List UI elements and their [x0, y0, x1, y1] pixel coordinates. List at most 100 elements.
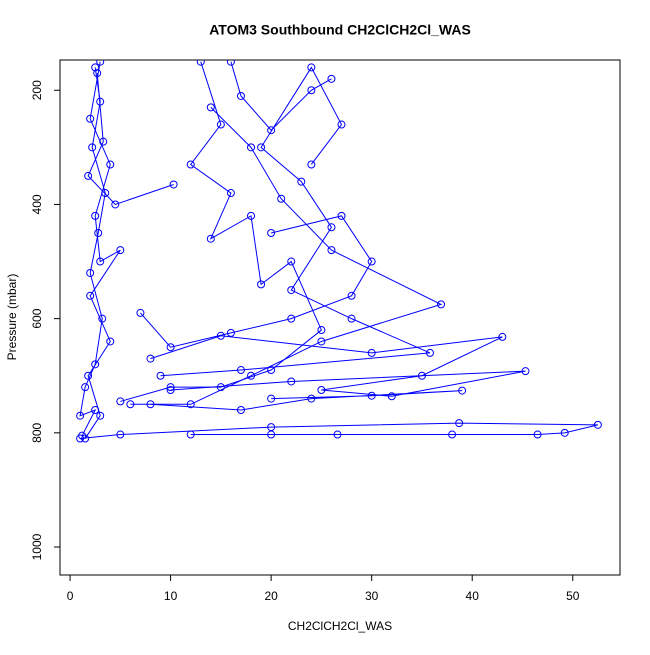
- series-line: [150, 390, 463, 411]
- point: [458, 386, 467, 395]
- point: [327, 223, 336, 232]
- point: [347, 314, 356, 323]
- point: [337, 120, 346, 129]
- point: [116, 246, 125, 255]
- point: [267, 423, 276, 432]
- point: [86, 114, 95, 123]
- point: [521, 367, 530, 376]
- point: [88, 143, 97, 152]
- point: [287, 377, 296, 386]
- point: [106, 337, 115, 346]
- point: [267, 126, 276, 135]
- y-tick-label: 800: [30, 423, 44, 443]
- point: [307, 394, 316, 403]
- point: [111, 200, 120, 209]
- point: [96, 257, 105, 266]
- point: [96, 411, 105, 420]
- point: [81, 383, 90, 392]
- point: [216, 120, 225, 129]
- point: [101, 189, 110, 198]
- point: [498, 332, 507, 341]
- point: [560, 428, 569, 437]
- series-line: [140, 215, 373, 348]
- point: [86, 268, 95, 277]
- point: [166, 383, 175, 392]
- point: [96, 97, 105, 106]
- point: [156, 371, 165, 380]
- point: [76, 411, 85, 420]
- point: [99, 137, 108, 146]
- point: [267, 366, 276, 375]
- point: [206, 103, 215, 112]
- point: [247, 371, 256, 380]
- point: [236, 405, 245, 414]
- y-axis-label: Pressure (mbar): [5, 274, 19, 361]
- point: [169, 180, 178, 189]
- point: [317, 326, 326, 335]
- series-line: [130, 107, 443, 405]
- point: [448, 430, 457, 439]
- series-line: [87, 73, 174, 206]
- point: [593, 420, 602, 429]
- point: [93, 69, 102, 78]
- series-line: [79, 67, 106, 436]
- point: [166, 343, 175, 352]
- y-tick-label: 600: [30, 308, 44, 328]
- x-tick-label: 50: [566, 589, 580, 603]
- point: [84, 171, 93, 180]
- point: [327, 74, 336, 83]
- point: [337, 211, 346, 220]
- point: [307, 160, 316, 169]
- point: [84, 371, 93, 380]
- point: [287, 257, 296, 266]
- point: [297, 177, 306, 186]
- series-line: [160, 66, 431, 377]
- x-tick-label: 10: [164, 589, 178, 603]
- y-tick-label: 400: [30, 194, 44, 214]
- point: [287, 286, 296, 295]
- point: [146, 354, 155, 363]
- point: [91, 405, 100, 414]
- series-line: [150, 335, 526, 397]
- point: [226, 328, 235, 337]
- point: [86, 291, 95, 300]
- point: [196, 60, 205, 66]
- point: [186, 430, 195, 439]
- point: [437, 300, 446, 309]
- point: [216, 331, 225, 340]
- point: [257, 280, 266, 289]
- y-tick-label: 200: [30, 80, 44, 100]
- point: [226, 60, 235, 66]
- point: [327, 246, 336, 255]
- point: [226, 189, 235, 198]
- point: [206, 234, 215, 243]
- point: [81, 434, 90, 443]
- point: [236, 366, 245, 375]
- x-tick-label: 20: [264, 589, 278, 603]
- point: [146, 400, 155, 409]
- point: [186, 400, 195, 409]
- point: [267, 228, 276, 237]
- series-line: [80, 422, 598, 440]
- point: [267, 394, 276, 403]
- point: [247, 211, 256, 220]
- chart-title: ATOM3 Southbound CH2ClCH2Cl_WAS: [209, 22, 471, 38]
- point: [307, 63, 316, 72]
- series-line: [230, 61, 332, 131]
- point: [533, 430, 542, 439]
- point: [257, 143, 266, 152]
- point: [417, 371, 426, 380]
- point: [94, 228, 103, 237]
- series-line: [84, 61, 121, 439]
- point: [76, 434, 85, 443]
- point: [126, 400, 135, 409]
- point: [96, 60, 105, 66]
- point: [367, 391, 376, 400]
- point: [186, 160, 195, 169]
- x-tick-label: 0: [67, 589, 74, 603]
- point: [287, 314, 296, 323]
- point: [116, 397, 125, 406]
- point: [166, 386, 175, 395]
- point: [91, 211, 100, 220]
